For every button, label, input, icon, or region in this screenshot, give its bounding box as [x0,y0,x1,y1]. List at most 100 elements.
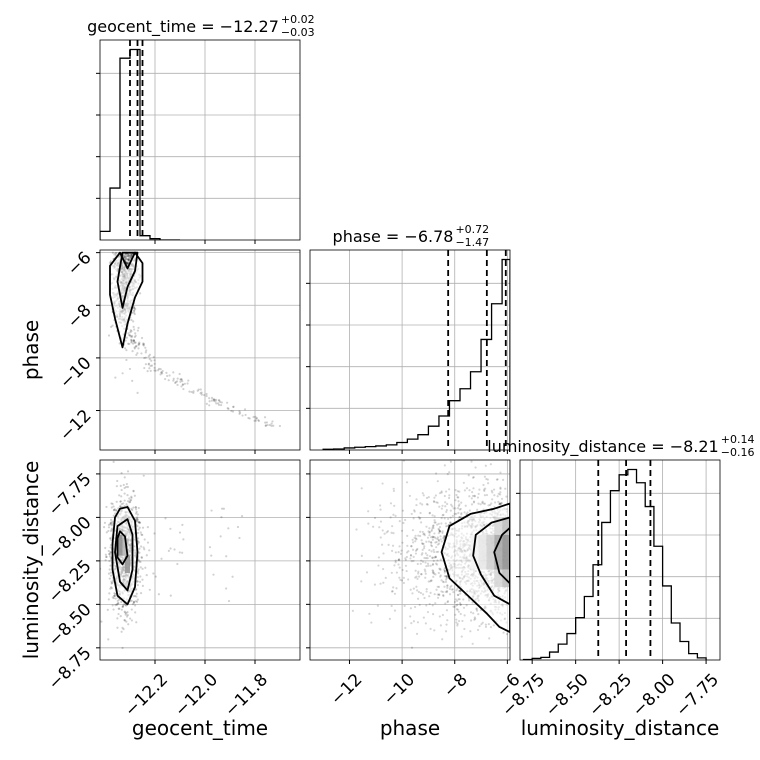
sample-point [423,545,426,548]
sample-point [438,505,441,508]
sample-point [421,552,424,555]
sample-point [499,487,502,490]
sample-point [125,485,128,489]
sample-point [446,600,450,603]
sample-point [412,620,416,623]
sample-point [419,502,422,505]
sample-point [450,584,453,587]
sample-point [455,621,458,624]
sample-point [106,608,109,611]
y-tick-label-phase: −10 [56,353,96,393]
sample-point [391,525,394,528]
sample-point [135,510,138,513]
sample-point [119,505,122,508]
sample-point [433,535,436,539]
sample-point [140,545,143,548]
sample-point [381,482,384,485]
sample-point [147,355,150,358]
sample-point [424,576,427,579]
sample-point [119,484,122,487]
sample-point [176,380,179,383]
sample-point [439,535,442,538]
sample-point [408,494,412,498]
sample-point [136,531,140,535]
sample-point [254,415,257,418]
panel-frame [309,249,511,451]
title-main: geocent_time = −12.27 [87,17,279,37]
sample-point [422,542,425,546]
sample-point [451,588,454,591]
sample-point [178,372,181,376]
title-upper-error: +0.02 [281,13,315,26]
sample-point [181,383,184,386]
sample-point [445,591,449,594]
sample-point [458,602,462,605]
sample-point [413,509,416,512]
sample-point [483,489,486,493]
sample-point [430,541,433,544]
sample-point [169,594,172,597]
sample-point [436,501,439,504]
sample-point [144,363,147,366]
sample-point [117,602,120,605]
sample-point [437,550,440,553]
sample-point [132,338,136,342]
sample-point [125,258,128,261]
sample-point [142,546,145,549]
sample-point [119,500,122,503]
sample-point [225,587,228,590]
x-axis-label-luminosity_distance: luminosity_distance [521,716,720,740]
sample-point [164,377,167,381]
sample-point [181,383,185,386]
sample-point [105,531,108,534]
sample-point [210,509,213,512]
sample-point [236,525,240,529]
sample-point [183,382,186,385]
sample-point [498,502,501,505]
sample-point [134,588,137,591]
sample-point [128,255,131,258]
sample-point [425,590,428,593]
sample-point [153,362,156,365]
sample-point [109,522,112,525]
sample-point [124,613,127,616]
sample-point [401,509,405,512]
sample-point [452,507,455,510]
sample-point [370,621,373,624]
sample-point [425,604,428,607]
sample-point [231,410,235,413]
sample-point [446,502,449,506]
sample-point [443,571,446,574]
sample-point [410,560,413,563]
sample-point [411,548,415,551]
sample-point [114,252,117,255]
sample-point [360,580,363,583]
sample-point [110,502,113,505]
sample-point [437,585,441,588]
sample-point [398,545,401,548]
sample-point [416,547,419,551]
y-tick-label-phase: −12 [56,406,96,446]
sample-point [424,552,427,555]
sample-point [181,551,184,554]
sample-point [414,569,417,572]
sample-point [153,366,156,369]
sample-point [205,392,208,396]
sample-point [192,390,195,393]
sample-point [435,550,438,554]
sample-point [138,560,141,563]
sample-point [190,390,193,394]
sample-point [410,646,414,649]
sample-point [180,378,183,381]
sample-point [120,495,123,498]
sample-point [127,254,130,257]
sample-point [125,254,129,258]
sample-point [484,464,487,467]
sample-point [483,475,486,478]
title-main: phase = −6.78 [333,227,454,246]
sample-point [457,504,460,507]
sample-point [415,548,418,551]
sample-point [108,537,112,540]
sample-point [109,522,113,525]
x-tick-label-luminosity_distance: −8.00 [629,670,680,721]
